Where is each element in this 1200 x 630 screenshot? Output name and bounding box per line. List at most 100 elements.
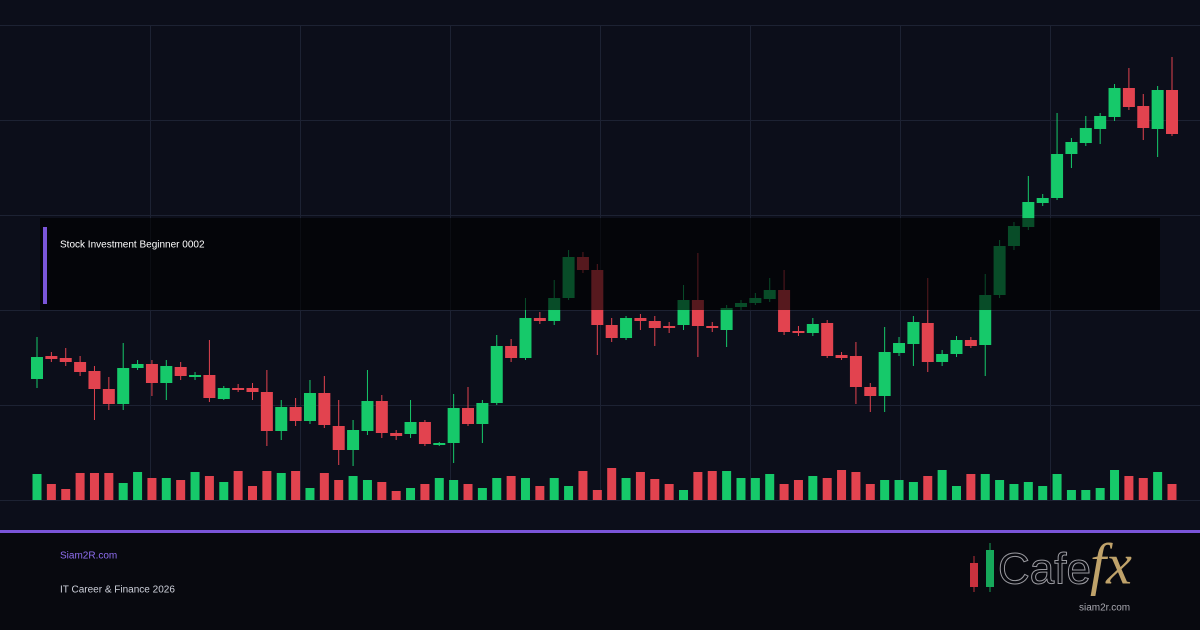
candle-body (433, 443, 446, 445)
candle-body (174, 367, 187, 376)
candle-body (260, 392, 273, 431)
volume-bar (564, 486, 574, 500)
volume-bar (1009, 484, 1019, 500)
volume-bar (377, 482, 387, 500)
candle-body (447, 408, 460, 443)
volume-bar (664, 484, 674, 500)
volume-bar (520, 478, 530, 500)
candle-body (404, 422, 417, 434)
logo-word: Cafe (998, 545, 1091, 594)
volume-bars (32, 468, 1177, 500)
candle-body (864, 387, 877, 396)
title-accent (43, 227, 47, 304)
volume-bar (1038, 486, 1048, 500)
volume-bar (722, 471, 732, 500)
candle-body (821, 323, 834, 356)
volume-bar (750, 478, 760, 500)
volume-bar (621, 478, 631, 500)
candle-body (1137, 106, 1150, 128)
volume-bar (492, 478, 502, 500)
candle-body (462, 408, 475, 424)
candle-body (907, 322, 920, 344)
volume-bar (779, 484, 789, 500)
volume-bar (233, 471, 243, 500)
volume-bar (679, 490, 689, 500)
volume-bar (1124, 476, 1134, 500)
volume-bar (391, 491, 401, 500)
candle-body (375, 401, 388, 433)
candle-body (1122, 88, 1135, 107)
candle-body (490, 346, 503, 403)
volume-bar (865, 484, 875, 500)
candle-body (232, 388, 245, 390)
volume-bar (449, 480, 459, 500)
tagline: IT Career & Finance 2026 (60, 585, 175, 596)
candle-body (620, 318, 633, 338)
volume-bar (291, 471, 301, 500)
candle-body (519, 318, 532, 358)
volume-bar (406, 488, 416, 500)
candle-body (246, 388, 259, 392)
candle-body (605, 325, 618, 338)
volume-bar (46, 484, 56, 500)
candle-body (505, 346, 518, 358)
candle-body (117, 368, 130, 404)
volume-bar (348, 476, 358, 500)
title-overlay (40, 218, 1160, 310)
volume-bar (1095, 488, 1105, 500)
candle-body (390, 433, 403, 436)
candle-body (921, 323, 934, 362)
volume-bar (707, 471, 717, 500)
volume-bar (161, 478, 171, 500)
candle-body (1108, 88, 1121, 117)
candle-body (31, 357, 43, 379)
volume-bar (1066, 490, 1076, 500)
candle-body (289, 407, 302, 421)
volume-bar (592, 490, 602, 500)
volume-bar (894, 480, 904, 500)
volume-bar (190, 472, 200, 500)
candle-body (533, 318, 546, 321)
volume-bar (693, 472, 703, 500)
volume-bar (995, 480, 1005, 500)
candle-body (318, 393, 331, 425)
volume-bar (951, 486, 961, 500)
site-name: Siam2R.com (60, 551, 117, 562)
volume-bar (650, 479, 660, 500)
volume-bar (1081, 490, 1091, 500)
volume-bar (147, 478, 157, 500)
volume-bar (635, 472, 645, 500)
candle-body (878, 352, 891, 396)
volume-bar (966, 474, 976, 500)
candle-body (1166, 90, 1178, 134)
candle-body (706, 326, 719, 328)
footer-background (0, 533, 1200, 630)
volume-bar (204, 476, 214, 500)
candle-body (189, 375, 202, 377)
volume-bar (980, 474, 990, 500)
volume-bar (1138, 478, 1148, 500)
volume-bar (535, 486, 545, 500)
candle-body (648, 321, 661, 328)
candle-body (1036, 198, 1049, 203)
candle-body (1151, 90, 1164, 129)
volume-bar (578, 471, 588, 500)
volume-bar (118, 483, 128, 500)
volume-bar (477, 488, 487, 500)
candle-body (418, 422, 431, 444)
volume-bar (75, 473, 85, 500)
candle-body (217, 388, 230, 399)
candle-body (303, 393, 316, 421)
logo-icon (970, 543, 994, 592)
candle-body (347, 430, 360, 450)
candle-body (74, 362, 87, 372)
volume-bar (362, 480, 372, 500)
candle-body (88, 371, 101, 389)
candle-body (332, 426, 345, 450)
candle-body (361, 401, 374, 431)
volume-bar (923, 476, 933, 500)
candle-body (936, 354, 949, 362)
candle-body (835, 355, 848, 358)
volume-bar (808, 476, 818, 500)
volume-bar (880, 480, 890, 500)
